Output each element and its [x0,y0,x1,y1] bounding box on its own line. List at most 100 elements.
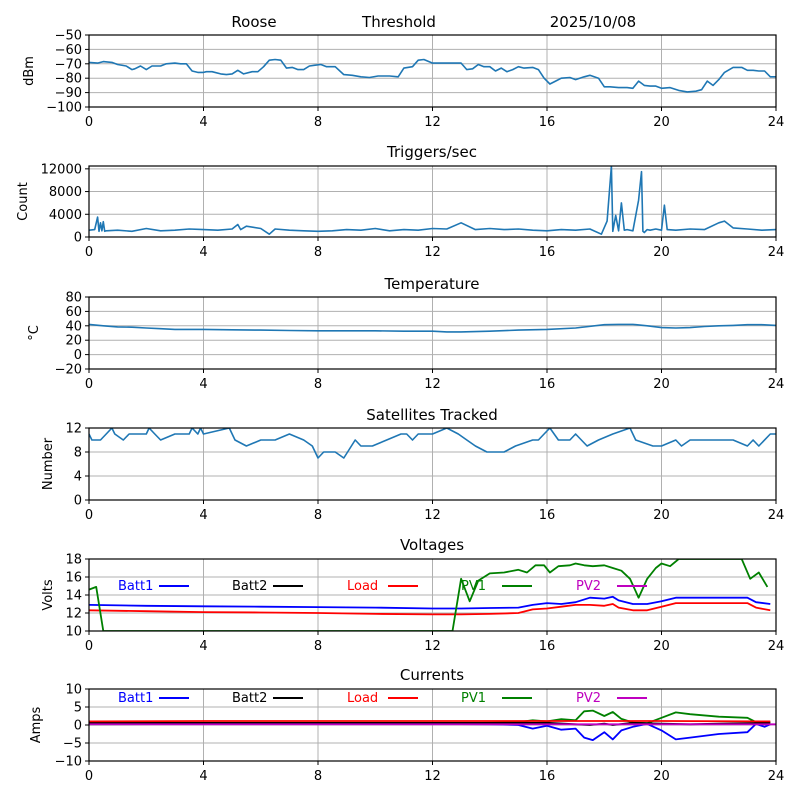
x-tick-label: 8 [314,769,322,784]
y-tick-label: 12000 [41,162,82,177]
panel-voltages: Voltages 0 4 8 12 16 20 24 18 16 14 12 10 Volts Batt1… [41,536,784,654]
x-tick-label: 0 [85,245,93,260]
legend-entry-batt1: Batt1 [118,691,189,706]
x-tick-label: 12 [424,377,441,392]
x-tick-label: 24 [768,639,785,654]
x-tick-label: 16 [539,769,556,784]
legend-entry-batt2: Batt2 [232,579,303,594]
x-tick-label: 0 [85,769,93,784]
y-tick-label: 10 [65,625,82,640]
legend-entry-batt1: Batt1 [118,579,189,594]
y-tick-label: 18 [65,553,82,568]
x-tick-label: 12 [424,769,441,784]
series-group [89,323,776,333]
legend-entry-pv2: PV2 [576,691,647,706]
y-tick-label: −20 [55,363,82,378]
legend-label: Load [347,691,378,706]
y-tick-label: 12 [65,607,82,622]
y-tick-label: 20 [65,334,82,349]
x-tick-label: 20 [653,769,670,784]
x-tick-label: 0 [85,508,93,523]
y-tick-label: 8000 [49,185,82,200]
x-tick-label: 20 [653,639,670,654]
panel-satellites: Satellites Tracked 0 4 8 12 16 20 24 12 8 4 0 Numbe… [41,406,784,523]
legend-entry-pv1: PV1 [461,579,532,594]
panel-title: Temperature [383,275,479,293]
legend-entry-pv1: PV1 [461,691,532,706]
legend-label: Batt2 [232,691,267,706]
series-line-satellites [89,428,776,459]
x-tick-label: 0 [85,639,93,654]
x-tick-label: 0 [85,115,93,130]
y-tick-label: 4 [74,470,82,485]
date-label: 2025/10/08 [550,13,636,31]
x-tick-label: 20 [653,377,670,392]
panel-triggers: Triggers/sec 0 4 8 12 16 20 24 12000 8000 4000 0 Co… [16,143,784,260]
y-tick-label: −80 [55,72,82,87]
x-tick-label: 24 [768,508,785,523]
x-tick-label: 0 [85,377,93,392]
y-tick-label: −90 [55,86,82,101]
legend-label: PV2 [576,579,601,594]
legend-entry-load: Load [347,579,418,594]
legend-label: PV2 [576,691,601,706]
grid [88,166,777,238]
legend-label: Batt2 [232,579,267,594]
series-line-count [89,166,776,235]
y-tick-label: 10 [65,683,82,698]
panel-signal-dbm: 0 4 8 12 16 20 24 −50−60−70−80−90−100 dBm [22,29,784,131]
y-axis-label: Volts [41,579,56,611]
grid [88,558,777,632]
series-line-load [89,602,771,616]
legend-label: PV1 [461,691,486,706]
y-tick-label: 14 [65,589,82,604]
x-tick-label: 4 [199,508,207,523]
series-group [89,559,771,631]
x-tick-label: 4 [199,245,207,260]
legend-entry-load: Load [347,691,418,706]
y-axis-label: °C [27,325,42,341]
series-line-batt1 [89,723,771,741]
x-tick-label: 12 [424,639,441,654]
legend-label: PV1 [461,579,486,594]
panel-title: Triggers/sec [386,143,477,161]
x-tick-label: 16 [539,377,556,392]
y-tick-label: 0 [74,494,82,509]
x-tick-label: 8 [314,639,322,654]
y-tick-label: 4000 [49,208,82,223]
y-axis-label: Amps [29,706,44,743]
x-tick-label: 24 [768,115,785,130]
y-tick-label: −60 [55,43,82,58]
x-tick-label: 20 [653,245,670,260]
x-tick-label: 20 [653,115,670,130]
series-line-temperature [89,323,776,333]
x-tick-label: 4 [199,639,207,654]
legend-label: Batt1 [118,579,153,594]
y-tick-label: 0 [74,231,82,246]
x-tick-label: 12 [424,508,441,523]
y-tick-label: −10 [55,755,82,770]
y-axis-label: dBm [22,56,37,86]
y-tick-label: −5 [63,737,82,752]
header: Roose Threshold 2025/10/08 [231,13,636,31]
station-name: Roose [231,13,276,31]
series-group [89,428,776,459]
legend-entry-pv2: PV2 [576,579,647,594]
grid [88,427,777,501]
x-tick-label: 4 [199,377,207,392]
y-tick-label: 60 [65,305,82,320]
legend-label: Load [347,579,378,594]
y-tick-label: 40 [65,319,82,334]
y-tick-label: −70 [55,57,82,72]
series-line-dbm [89,58,776,93]
x-tick-label: 16 [539,115,556,130]
panel-currents: Currents 0 4 8 12 16 20 24 10 5 0 −5 −10 Amps Batt1 Ba… [29,666,784,784]
grid [88,296,777,370]
x-tick-label: 24 [768,377,785,392]
y-tick-label: 12 [65,422,82,437]
panel-title: Voltages [400,536,464,554]
x-tick-label: 24 [768,769,785,784]
y-tick-label: 0 [74,348,82,363]
